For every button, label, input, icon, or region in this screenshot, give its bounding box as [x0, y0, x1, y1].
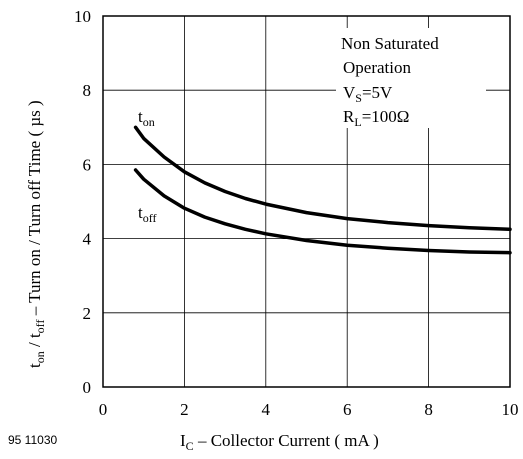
annotation-line2: Operation: [343, 58, 411, 77]
annotation-rl: RL=100Ω: [343, 107, 409, 129]
y-axis-label: ton / toff – Turn on / Turn off Time ( µ…: [25, 100, 47, 368]
x-tick-label: 2: [180, 400, 189, 419]
series-lines: [133, 125, 512, 255]
x-axis-label: IC – Collector Current ( mA ): [180, 431, 379, 453]
y-tick-label: 6: [83, 155, 92, 174]
y-tick-label: 10: [74, 7, 91, 26]
y-tick-label: 8: [83, 81, 92, 100]
x-tick-label: 10: [502, 400, 519, 419]
annotation-background: [336, 28, 486, 128]
figure-id: 95 11030: [8, 433, 57, 447]
x-tick-labels: 0 2 4 6 8 10: [99, 400, 519, 419]
y-tick-label: 4: [83, 230, 92, 249]
y-tick-labels: 0 2 4 6 8 10: [74, 7, 92, 397]
annotation-line1: Non Saturated: [341, 34, 439, 53]
series-line-t_off: [133, 168, 512, 255]
series-label-toff: toff: [138, 203, 157, 225]
x-tick-label: 4: [262, 400, 271, 419]
x-tick-label: 6: [343, 400, 352, 419]
series-label-ton: ton: [138, 107, 155, 129]
x-tick-label: 8: [424, 400, 433, 419]
annotation-vs: VS=5V: [343, 83, 393, 105]
y-tick-label: 0: [83, 378, 92, 397]
plot-frame: [102, 15, 511, 388]
x-tick-label: 0: [99, 400, 108, 419]
series-line-t_on: [133, 125, 512, 232]
y-tick-label: 2: [83, 304, 92, 323]
